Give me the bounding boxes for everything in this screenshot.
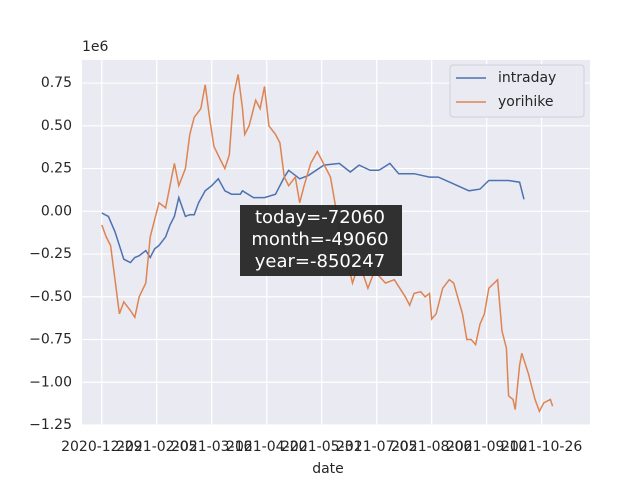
x-tick-label: 2021-08-06 [391,439,472,455]
y-tick-label: 0.50 [41,118,72,134]
offset-label: 1e6 [82,39,109,55]
y-tick-label: −0.75 [29,332,72,348]
x-axis-label: date [312,461,344,477]
x-tick-label: 2021-05-31 [281,439,362,455]
y-tick-label: 0.75 [41,75,72,91]
annotation-text: today=-72060 [255,207,385,228]
legend-label: yorihike [498,94,553,110]
y-tick-label: −0.25 [29,246,72,262]
y-tick-label: 0.00 [41,203,72,219]
legend-label: intraday [498,70,556,86]
line [101,74,554,414]
y-tick-label: 0.25 [41,161,72,177]
x-tick-label: 2021-03-16 [171,439,252,455]
y-tick-label: −0.50 [29,289,72,305]
x-tick-label: 2021-07-05 [336,439,417,455]
x-tick-label: 2021-04-20 [226,439,307,455]
legend: intraday yorihike [449,64,585,118]
annotation-text: year=-850247 [255,251,385,272]
x-tick-label: 2021-10-26 [501,439,582,455]
annotation-box [240,205,402,276]
annotation-text: month=-49060 [251,229,388,250]
x-tick-label: 2021-09-10 [446,439,527,455]
y-tick-label: −1.00 [29,374,72,390]
x-tick-label: 2021-02-05 [116,439,197,455]
x-tick-label: 2020-12-29 [61,439,142,455]
y-tick-label: −1.25 [29,417,72,433]
